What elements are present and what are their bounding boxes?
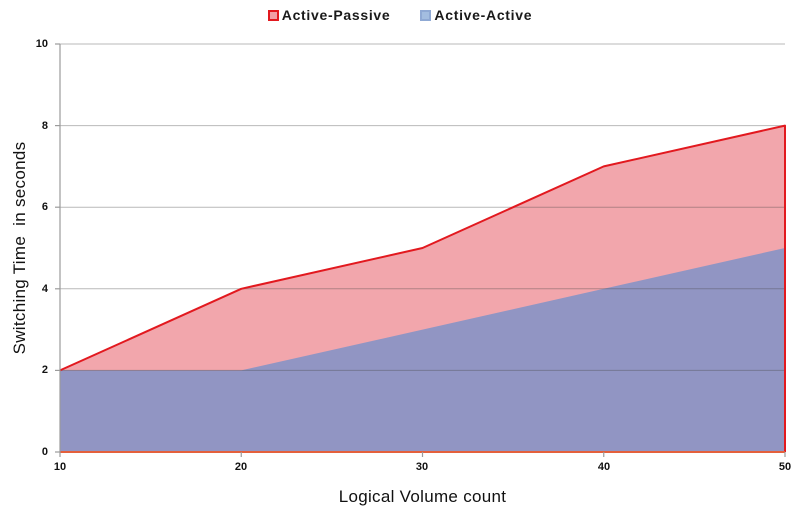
active-passive-line [59,124,786,452]
x-tick-label: 20 [234,461,248,473]
legend: Active-Passive Active-Active [0,7,800,23]
y-tick-label: 0 [41,446,48,458]
x-tick-label: 50 [778,461,792,473]
x-tick-label: 40 [597,461,611,473]
y-tick-label: 10 [35,38,48,50]
y-axis-title: Switching Time in seconds [10,141,29,355]
plot-svg [55,43,786,457]
legend-label-active-passive: Active-Passive [281,7,391,23]
active-active-swatch-icon [420,9,432,21]
active-passive-swatch-icon [267,9,279,21]
area-active-active [60,248,785,452]
y-tick-label: 6 [41,201,48,213]
x-tick-label: 30 [415,461,429,473]
y-tick-label: 8 [41,120,48,132]
y-tick-label: 2 [41,364,48,376]
x-axis-title: Logical Volume count [338,487,507,506]
legend-item-active-passive: Active-Passive [267,7,391,23]
legend-item-active-active: Active-Active [420,7,532,23]
legend-label-active-active: Active-Active [434,7,533,23]
x-tick-label: 10 [53,461,67,473]
y-tick-label: 4 [41,283,48,295]
